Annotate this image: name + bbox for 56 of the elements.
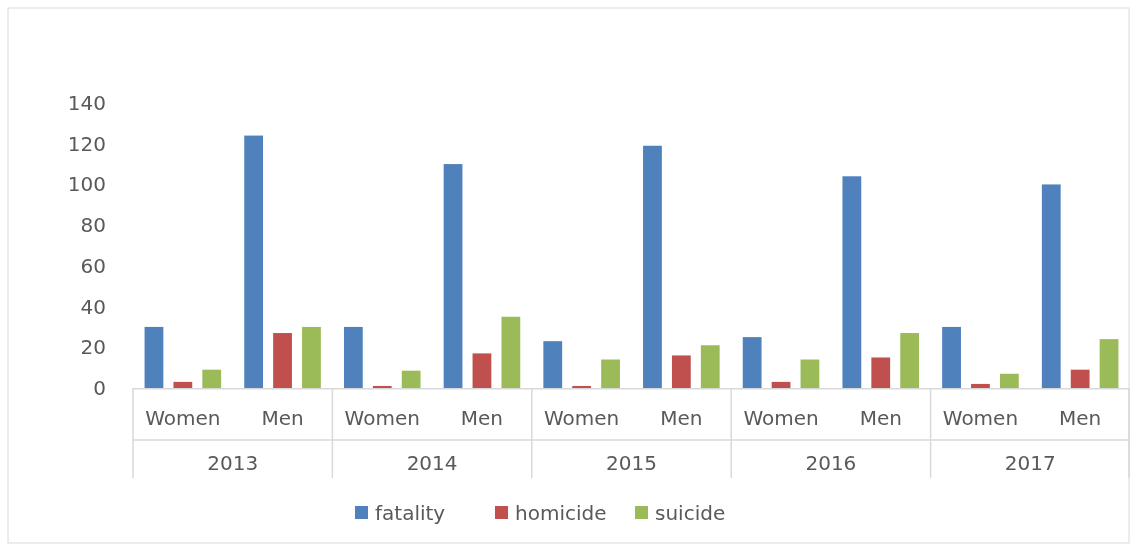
bar — [144, 326, 164, 388]
bar — [942, 326, 961, 388]
bar — [343, 326, 363, 388]
y-tick-label: 40 — [80, 294, 106, 319]
bar — [543, 341, 563, 388]
bar — [971, 383, 990, 388]
bar — [700, 345, 720, 388]
bar — [372, 385, 392, 388]
bar — [501, 316, 521, 388]
bar — [244, 135, 264, 388]
y-tick-label: 60 — [80, 253, 106, 278]
bar — [1070, 369, 1090, 388]
text: 2015 — [606, 451, 657, 475]
x-tick-label: Women — [344, 406, 420, 430]
legend-label: suicide — [655, 501, 726, 525]
x-tick-label: Women — [942, 406, 1019, 430]
y-tick-label: 100 — [67, 172, 106, 197]
bar — [800, 359, 820, 388]
bar — [742, 337, 762, 388]
bar — [401, 370, 421, 388]
bar — [472, 353, 492, 388]
bar — [273, 333, 292, 388]
text: 2014 — [406, 451, 458, 475]
bar — [1041, 184, 1061, 388]
bar — [173, 381, 193, 388]
bar — [842, 176, 862, 388]
x-tick-label: Men — [261, 406, 304, 430]
bar — [871, 357, 891, 388]
legend-label: fatality — [375, 501, 446, 525]
text: 2013 — [207, 451, 259, 475]
x-tick-label: Women — [543, 406, 620, 430]
x-tick-label: Men — [859, 406, 902, 430]
text: 2017 — [1004, 451, 1056, 475]
bar — [601, 359, 620, 388]
y-tick-label: 120 — [67, 131, 106, 156]
bar — [443, 164, 463, 388]
y-tick-label: 20 — [80, 335, 106, 360]
bar — [643, 145, 662, 388]
y-tick-label: 0 — [93, 376, 106, 400]
text: 2016 — [805, 451, 857, 475]
bar — [999, 373, 1019, 388]
bar — [572, 385, 592, 388]
x-tick-label: Men — [460, 406, 504, 430]
bar — [771, 381, 791, 388]
x-tick-label: Men — [1059, 406, 1102, 430]
x-tick-label: Women — [145, 406, 221, 430]
bar — [1099, 339, 1119, 388]
y-tick-label: 140 — [67, 91, 106, 115]
x-tick-label: Men — [660, 406, 703, 430]
bar — [671, 355, 691, 388]
x-tick-label: Women — [743, 406, 819, 430]
bar — [302, 326, 321, 388]
legend-label: homicide — [515, 501, 607, 525]
y-tick-label: 80 — [80, 213, 106, 238]
bar — [202, 369, 222, 388]
bar — [900, 333, 920, 388]
